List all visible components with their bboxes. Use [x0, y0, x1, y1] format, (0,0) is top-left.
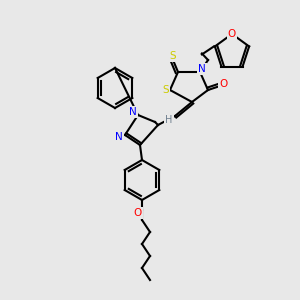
Text: S: S [170, 51, 176, 61]
Text: O: O [219, 79, 227, 89]
Text: S: S [163, 85, 169, 95]
Text: H: H [165, 115, 173, 125]
Text: O: O [134, 208, 142, 218]
Text: N: N [115, 132, 123, 142]
Text: O: O [228, 29, 236, 39]
Text: N: N [129, 107, 137, 117]
Text: N: N [198, 64, 206, 74]
